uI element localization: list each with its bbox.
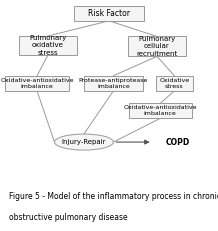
Text: COPD: COPD [166, 138, 190, 146]
Text: Risk Factor: Risk Factor [88, 9, 130, 18]
FancyBboxPatch shape [156, 76, 193, 91]
FancyBboxPatch shape [128, 36, 186, 56]
FancyBboxPatch shape [84, 76, 143, 91]
Text: Protease-antiprotease
imbalance: Protease-antiprotease imbalance [79, 78, 148, 89]
Text: Oxidative-antioxidative
imbalance: Oxidative-antioxidative imbalance [0, 78, 74, 89]
Text: Figure 5 - Model of the inflammatory process in chronic: Figure 5 - Model of the inflammatory pro… [9, 192, 218, 201]
FancyBboxPatch shape [74, 6, 144, 21]
Text: Pulmonary
cellular
recruitment: Pulmonary cellular recruitment [136, 36, 178, 57]
Text: Oxidative
stress: Oxidative stress [159, 78, 189, 89]
Text: Oxidative-antioxidative
imbalance: Oxidative-antioxidative imbalance [123, 105, 197, 116]
Text: obstructive pulmonary disease: obstructive pulmonary disease [9, 213, 127, 222]
Ellipse shape [54, 134, 113, 150]
Text: Pulmonary
oxidative
stress: Pulmonary oxidative stress [29, 35, 66, 56]
Text: Injury-Repair: Injury-Repair [62, 139, 106, 145]
FancyBboxPatch shape [5, 76, 69, 91]
FancyBboxPatch shape [129, 103, 192, 118]
FancyBboxPatch shape [19, 36, 77, 55]
